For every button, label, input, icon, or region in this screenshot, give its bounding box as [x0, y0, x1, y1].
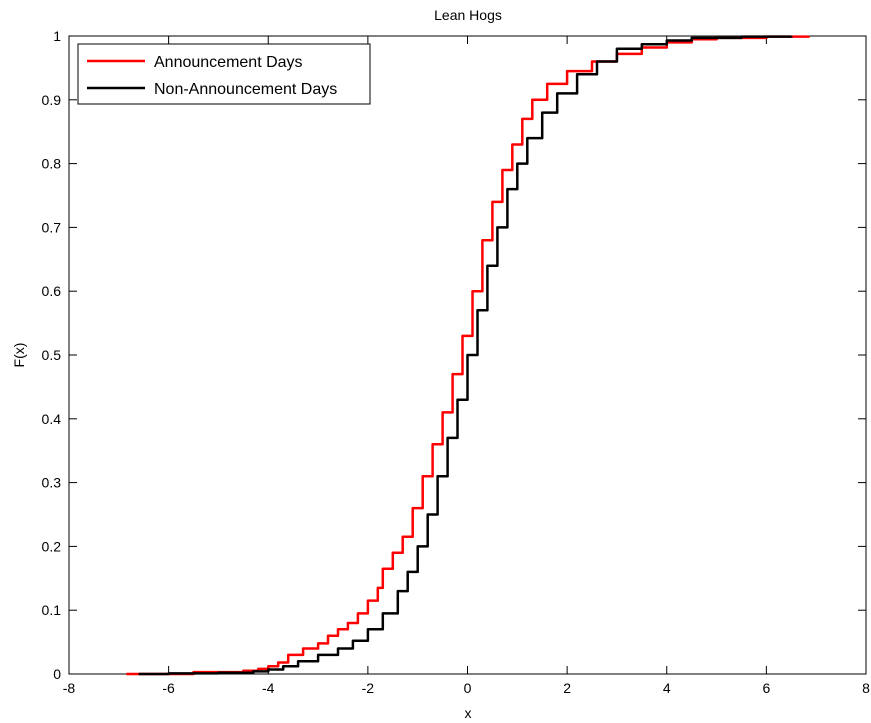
x-tick-label: 0: [464, 680, 472, 696]
y-tick-label: 1: [53, 28, 61, 44]
legend-label-announcement: Announcement Days: [154, 54, 303, 71]
y-tick-label: 0.6: [42, 283, 62, 299]
x-tick-label: 4: [663, 680, 671, 696]
y-tick-label: 0.9: [42, 92, 62, 108]
y-axis-label: F(x): [11, 343, 27, 368]
x-tick-label: -2: [362, 680, 375, 696]
y-tick-label: 0.4: [42, 411, 62, 427]
y-tick-label: 0: [53, 666, 61, 682]
y-tick-label: 0.7: [42, 219, 62, 235]
axis-ticks: -8 -6 -4 -2 0 2 4 6 8 0 0.1 0.2 0.3 0.4 0.5 0.6 0.7 0.8 0.…: [42, 28, 871, 696]
x-tick-label: 8: [862, 680, 870, 696]
y-tick-label: 0.3: [42, 475, 62, 491]
x-tick-label: 2: [563, 680, 571, 696]
legend-box: [77, 43, 371, 105]
x-tick-label: -4: [262, 680, 275, 696]
x-tick-label: 6: [762, 680, 770, 696]
series-line-non-announcement: [138, 35, 793, 676]
y-tick-label: 0.5: [42, 347, 62, 363]
chart-title: Lean Hogs: [434, 7, 502, 23]
y-tick-label: 0.2: [42, 538, 62, 554]
legend: Announcement Days Non-Announcement Days: [77, 43, 371, 105]
legend-label-non-announcement: Non-Announcement Days: [154, 81, 337, 98]
x-tick-label: -8: [63, 680, 76, 696]
y-tick-label: 0.1: [42, 602, 62, 618]
x-axis-label: x: [465, 705, 472, 721]
x-tick-label: -6: [162, 680, 175, 696]
y-tick-label: 0.8: [42, 156, 62, 172]
series-layer: [126, 35, 810, 676]
